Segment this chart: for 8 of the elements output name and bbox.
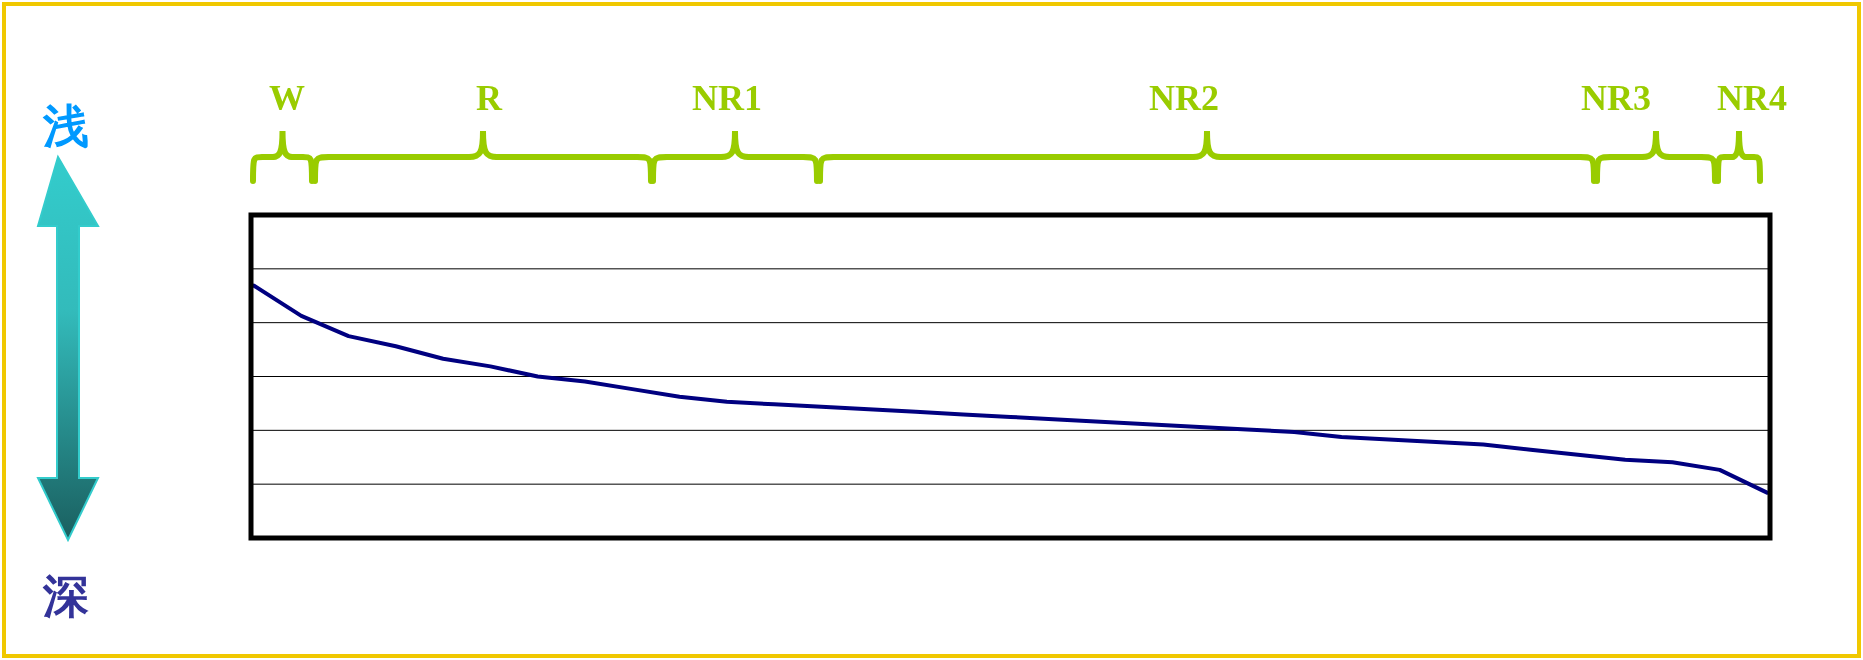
text: 深	[42, 569, 89, 623]
text: NR1	[692, 78, 762, 118]
text: W	[269, 78, 305, 118]
text: NR4	[1717, 78, 1787, 118]
text: NR2	[1149, 78, 1219, 118]
text: R	[476, 78, 503, 118]
text: NR3	[1581, 78, 1651, 118]
text: 浅	[42, 99, 89, 153]
